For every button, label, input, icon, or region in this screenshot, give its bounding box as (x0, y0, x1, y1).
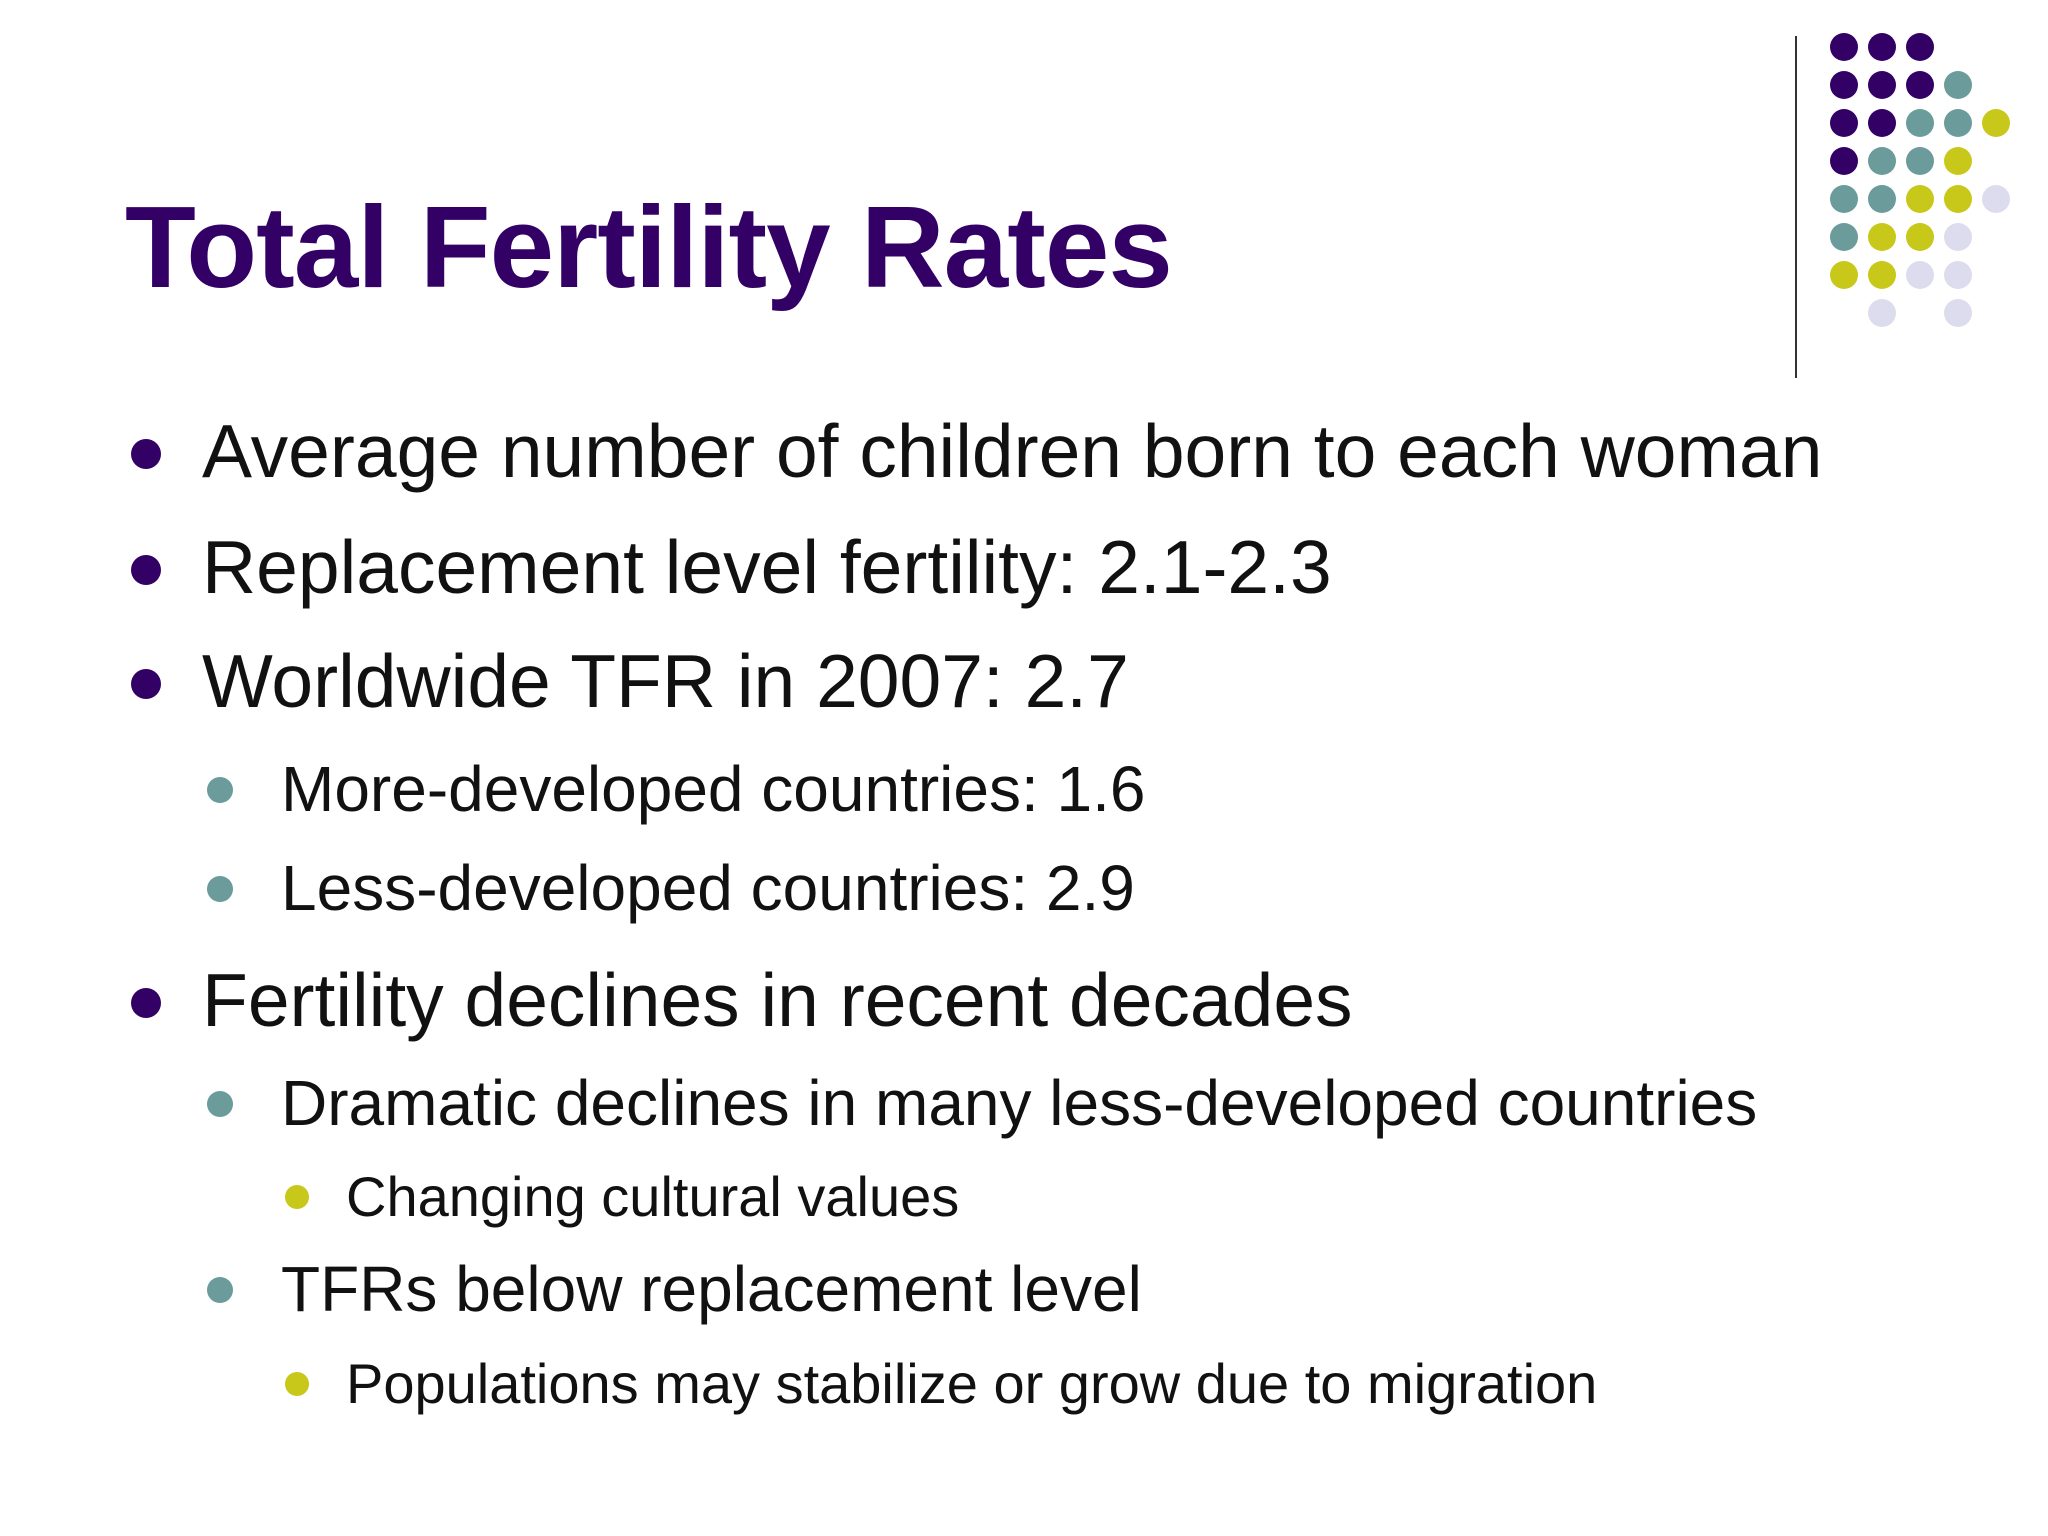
decor-dot (1944, 223, 1972, 251)
decor-dot (1906, 185, 1934, 213)
bullet-dot-icon (207, 1091, 233, 1118)
bullet-item: Replacement level fertility: 2.1-2.3 (131, 524, 1332, 610)
decor-dot (1830, 109, 1858, 137)
decor-dot (1868, 261, 1896, 289)
decor-dot (1830, 185, 1858, 213)
bullet-text: Changing cultural values (346, 1165, 960, 1228)
decor-dot (1944, 71, 1972, 99)
slide-title: Total Fertility Rates (125, 182, 1173, 312)
bullet-text: TFRs below replacement level (281, 1253, 1142, 1325)
decor-dot (1906, 71, 1934, 99)
decor-dot (1830, 261, 1858, 289)
decor-dot (1868, 71, 1896, 99)
bullet-dot-icon (131, 987, 161, 1018)
bullet-text: Less-developed countries: 2.9 (281, 852, 1135, 924)
decor-dot (1868, 223, 1896, 251)
decor-dot (1868, 299, 1896, 327)
decor-dot (1868, 185, 1896, 213)
bullet-text: Dramatic declines in many less-developed… (281, 1067, 1758, 1139)
decor-dot (1906, 109, 1934, 137)
bullet-dot-icon (207, 777, 233, 804)
bullet-dot-icon (131, 668, 161, 699)
decor-dot (1982, 185, 2010, 213)
bullet-text: Populations may stabilize or grow due to… (346, 1352, 1598, 1415)
bullet-dot-icon (285, 1372, 309, 1397)
decor-dot (1944, 261, 1972, 289)
decor-dot (1830, 33, 1858, 61)
bullet-dot-icon (131, 554, 161, 585)
bullet-item: Populations may stabilize or grow due to… (285, 1351, 1598, 1416)
decor-dot (1868, 33, 1896, 61)
decor-dot (1868, 109, 1896, 137)
bullet-item: TFRs below replacement level (207, 1252, 1142, 1326)
decor-dot (1944, 185, 1972, 213)
bullet-dot-icon (207, 876, 233, 903)
decor-dot (1906, 261, 1934, 289)
decor-dot (1868, 147, 1896, 175)
bullet-dot-icon (131, 438, 161, 469)
bullet-dot-icon (285, 1185, 309, 1210)
bullet-item: Changing cultural values (285, 1164, 960, 1229)
decor-dot (1982, 109, 2010, 137)
decor-dot (1906, 223, 1934, 251)
bullet-text: Replacement level fertility: 2.1-2.3 (202, 525, 1332, 609)
decor-dot (1830, 147, 1858, 175)
bullet-item: More-developed countries: 1.6 (207, 752, 1146, 826)
bullet-item: Dramatic declines in many less-developed… (207, 1066, 1758, 1140)
bullet-dot-icon (207, 1277, 233, 1304)
decor-dot (1944, 109, 1972, 137)
bullet-text: More-developed countries: 1.6 (281, 753, 1146, 825)
decor-dot (1830, 223, 1858, 251)
bullet-item: Less-developed countries: 2.9 (207, 851, 1135, 925)
decor-dot (1906, 33, 1934, 61)
decor-dot (1906, 147, 1934, 175)
title-divider-line (1795, 36, 1797, 378)
decor-dot (1944, 299, 1972, 327)
bullet-item: Average number of children born to each … (131, 408, 1823, 494)
bullet-text: Fertility declines in recent decades (202, 958, 1353, 1042)
bullet-text: Average number of children born to each … (202, 409, 1823, 493)
decor-dot (1944, 147, 1972, 175)
decor-dot (1830, 71, 1858, 99)
bullet-item: Fertility declines in recent decades (131, 957, 1353, 1043)
bullet-text: Worldwide TFR in 2007: 2.7 (202, 639, 1129, 723)
bullet-item: Worldwide TFR in 2007: 2.7 (131, 638, 1129, 724)
